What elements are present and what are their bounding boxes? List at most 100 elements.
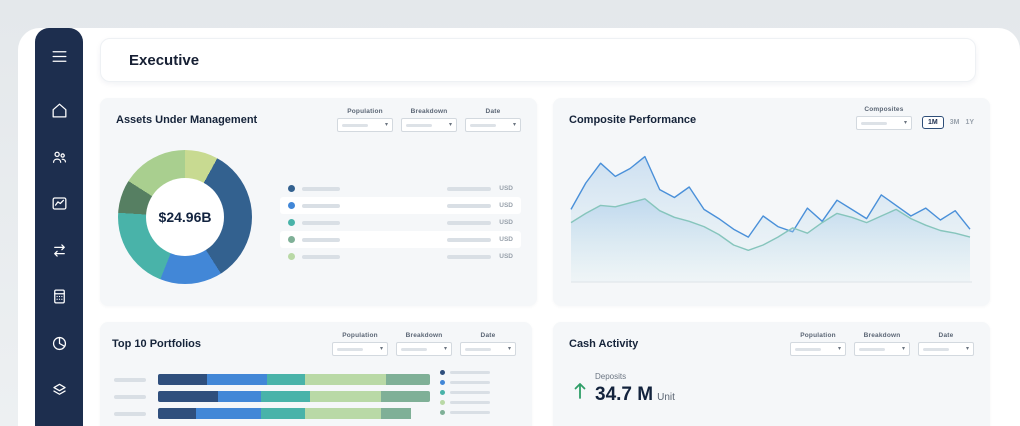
performance-chart-icon[interactable] xyxy=(47,194,71,215)
cash-card: Cash Activity Population ▾ Breakdown ▾ D… xyxy=(553,322,990,426)
breakdown-select[interactable]: ▾ xyxy=(396,342,452,356)
aum-legend-row: USD xyxy=(280,197,521,214)
legend-name-skeleton xyxy=(302,254,340,259)
breakdown-filter-label: Breakdown xyxy=(410,108,448,115)
aum-filters: Population ▾ Breakdown ▾ Date ▾ xyxy=(337,108,521,132)
chevron-down-icon: ▾ xyxy=(507,346,511,352)
portfolio-name-skeleton xyxy=(114,377,146,382)
select-placeholder xyxy=(401,347,427,351)
portfolio-legend-row xyxy=(440,410,490,415)
legend-dot xyxy=(440,400,445,405)
legend-value-skeleton xyxy=(447,186,492,191)
population-select[interactable]: ▾ xyxy=(337,118,393,132)
portfolio-legend-row xyxy=(440,380,490,385)
bar-segment xyxy=(158,391,218,402)
select-placeholder xyxy=(342,123,368,127)
portfolio-legend-row xyxy=(440,390,490,395)
aum-legend-row: USD xyxy=(280,180,521,197)
transfers-icon[interactable] xyxy=(47,240,71,261)
legend-dot xyxy=(288,202,295,209)
legend-dot xyxy=(440,370,445,375)
date-filter-label: Date xyxy=(938,332,954,339)
bar-segment xyxy=(217,391,262,402)
chevron-down-icon: ▾ xyxy=(901,346,905,352)
select-placeholder xyxy=(859,347,885,351)
range-1m-button[interactable]: 1M xyxy=(921,116,944,129)
legend-value-skeleton xyxy=(447,237,492,242)
portfolio-legend xyxy=(440,370,490,420)
allocation-pie-icon[interactable] xyxy=(47,333,71,354)
legend-value-skeleton xyxy=(447,254,492,259)
bar-segment xyxy=(381,391,430,402)
breakdown-filter-label: Breakdown xyxy=(863,332,901,339)
legend-dot xyxy=(288,185,295,192)
date-filter-label: Date xyxy=(480,332,496,339)
menu-icon[interactable] xyxy=(47,46,71,67)
select-placeholder xyxy=(795,347,821,351)
bar-segment xyxy=(266,374,305,385)
date-select[interactable]: ▾ xyxy=(460,342,516,356)
calculator-icon[interactable] xyxy=(47,287,71,308)
population-filter: Population ▾ xyxy=(332,332,388,356)
population-filter-label: Population xyxy=(347,108,383,115)
population-select[interactable]: ▾ xyxy=(790,342,846,356)
range-toggle: 1M 3M 1Y xyxy=(921,116,974,130)
deposits-block: Deposits 34.7 M Unit xyxy=(573,372,675,406)
composites-select[interactable]: ▾ xyxy=(855,116,912,130)
portfolio-bars xyxy=(114,374,430,425)
legend-name-skeleton xyxy=(450,401,490,404)
portfolios-filters: Population ▾ Breakdown ▾ Date ▾ xyxy=(332,332,516,356)
select-placeholder xyxy=(406,123,432,127)
stacked-bar xyxy=(158,374,430,385)
population-filter-label: Population xyxy=(800,332,836,339)
layers-icon[interactable] xyxy=(47,380,71,401)
currency-label: USD xyxy=(499,253,513,260)
stacked-bar xyxy=(158,408,430,419)
composite-controls: Composites ▾ 1M 3M 1Y xyxy=(855,106,974,130)
bar-segment xyxy=(381,408,411,419)
legend-value-skeleton xyxy=(447,220,492,225)
legend-dot xyxy=(440,380,445,385)
page-header: Executive xyxy=(100,38,976,82)
select-placeholder xyxy=(923,347,949,351)
composite-line-chart xyxy=(570,155,972,283)
cash-filters: Population ▾ Breakdown ▾ Date ▾ xyxy=(790,332,974,356)
cash-card-title: Cash Activity xyxy=(569,338,639,350)
date-filter-label: Date xyxy=(485,108,501,115)
legend-name-skeleton xyxy=(302,186,340,191)
chevron-down-icon: ▾ xyxy=(837,346,841,352)
legend-name-skeleton xyxy=(302,220,340,225)
users-icon[interactable] xyxy=(47,147,71,168)
legend-dot xyxy=(288,236,295,243)
legend-dot xyxy=(440,390,445,395)
population-filter: Population ▾ xyxy=(790,332,846,356)
breakdown-select[interactable]: ▾ xyxy=(401,118,457,132)
deposits-value: 34.7 M xyxy=(595,384,654,405)
bar-segment xyxy=(158,408,197,419)
legend-name-skeleton xyxy=(450,391,490,394)
portfolio-name-skeleton xyxy=(114,394,146,399)
sidebar xyxy=(35,28,83,426)
bar-segment xyxy=(304,374,387,385)
range-1y-button[interactable]: 1Y xyxy=(965,119,974,126)
chevron-down-icon: ▾ xyxy=(512,122,516,128)
breakdown-filter: Breakdown ▾ xyxy=(401,108,457,132)
legend-name-skeleton xyxy=(302,203,340,208)
composites-filter-label: Composites xyxy=(864,106,904,113)
portfolio-row xyxy=(114,408,430,419)
population-select[interactable]: ▾ xyxy=(332,342,388,356)
date-select[interactable]: ▾ xyxy=(465,118,521,132)
date-select[interactable]: ▾ xyxy=(918,342,974,356)
breakdown-filter: Breakdown ▾ xyxy=(396,332,452,356)
currency-label: USD xyxy=(499,219,513,226)
date-filter: Date ▾ xyxy=(465,108,521,132)
home-icon[interactable] xyxy=(47,101,71,122)
legend-dot xyxy=(288,253,295,260)
select-placeholder xyxy=(337,347,363,351)
breakdown-filter-label: Breakdown xyxy=(405,332,443,339)
deposits-label: Deposits xyxy=(595,372,627,381)
composites-filter: Composites ▾ xyxy=(855,106,912,130)
currency-label: USD xyxy=(499,202,513,209)
breakdown-select[interactable]: ▾ xyxy=(854,342,910,356)
range-3m-button[interactable]: 3M xyxy=(949,119,960,126)
